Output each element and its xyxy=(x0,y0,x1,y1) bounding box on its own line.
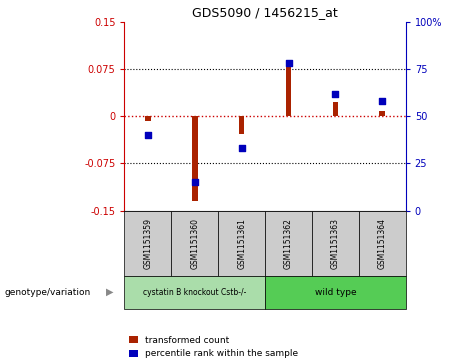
Legend: transformed count, percentile rank within the sample: transformed count, percentile rank withi… xyxy=(129,336,298,359)
Text: wild type: wild type xyxy=(314,288,356,297)
Text: genotype/variation: genotype/variation xyxy=(5,288,91,297)
Text: GSM1151361: GSM1151361 xyxy=(237,218,246,269)
Bar xyxy=(171,211,218,276)
Point xyxy=(332,91,339,97)
Bar xyxy=(265,211,312,276)
Point xyxy=(285,60,292,66)
Text: GSM1151363: GSM1151363 xyxy=(331,218,340,269)
Bar xyxy=(359,211,406,276)
Bar xyxy=(192,116,198,201)
Bar xyxy=(265,276,406,309)
Point xyxy=(238,145,245,151)
Bar xyxy=(124,276,265,309)
Bar xyxy=(145,116,151,121)
Bar xyxy=(312,211,359,276)
Point xyxy=(378,98,386,104)
Bar xyxy=(218,211,265,276)
Text: GSM1151364: GSM1151364 xyxy=(378,218,387,269)
Text: GSM1151359: GSM1151359 xyxy=(143,218,153,269)
Bar xyxy=(332,102,338,116)
Text: GSM1151360: GSM1151360 xyxy=(190,218,199,269)
Text: cystatin B knockout Cstb-/-: cystatin B knockout Cstb-/- xyxy=(143,288,247,297)
Bar xyxy=(286,60,291,116)
Point xyxy=(144,132,152,138)
Bar xyxy=(124,211,171,276)
Bar xyxy=(239,116,244,134)
Point xyxy=(191,179,198,185)
Text: ▶: ▶ xyxy=(106,287,113,297)
Bar xyxy=(379,111,385,116)
Text: GSM1151362: GSM1151362 xyxy=(284,218,293,269)
Title: GDS5090 / 1456215_at: GDS5090 / 1456215_at xyxy=(192,6,338,19)
